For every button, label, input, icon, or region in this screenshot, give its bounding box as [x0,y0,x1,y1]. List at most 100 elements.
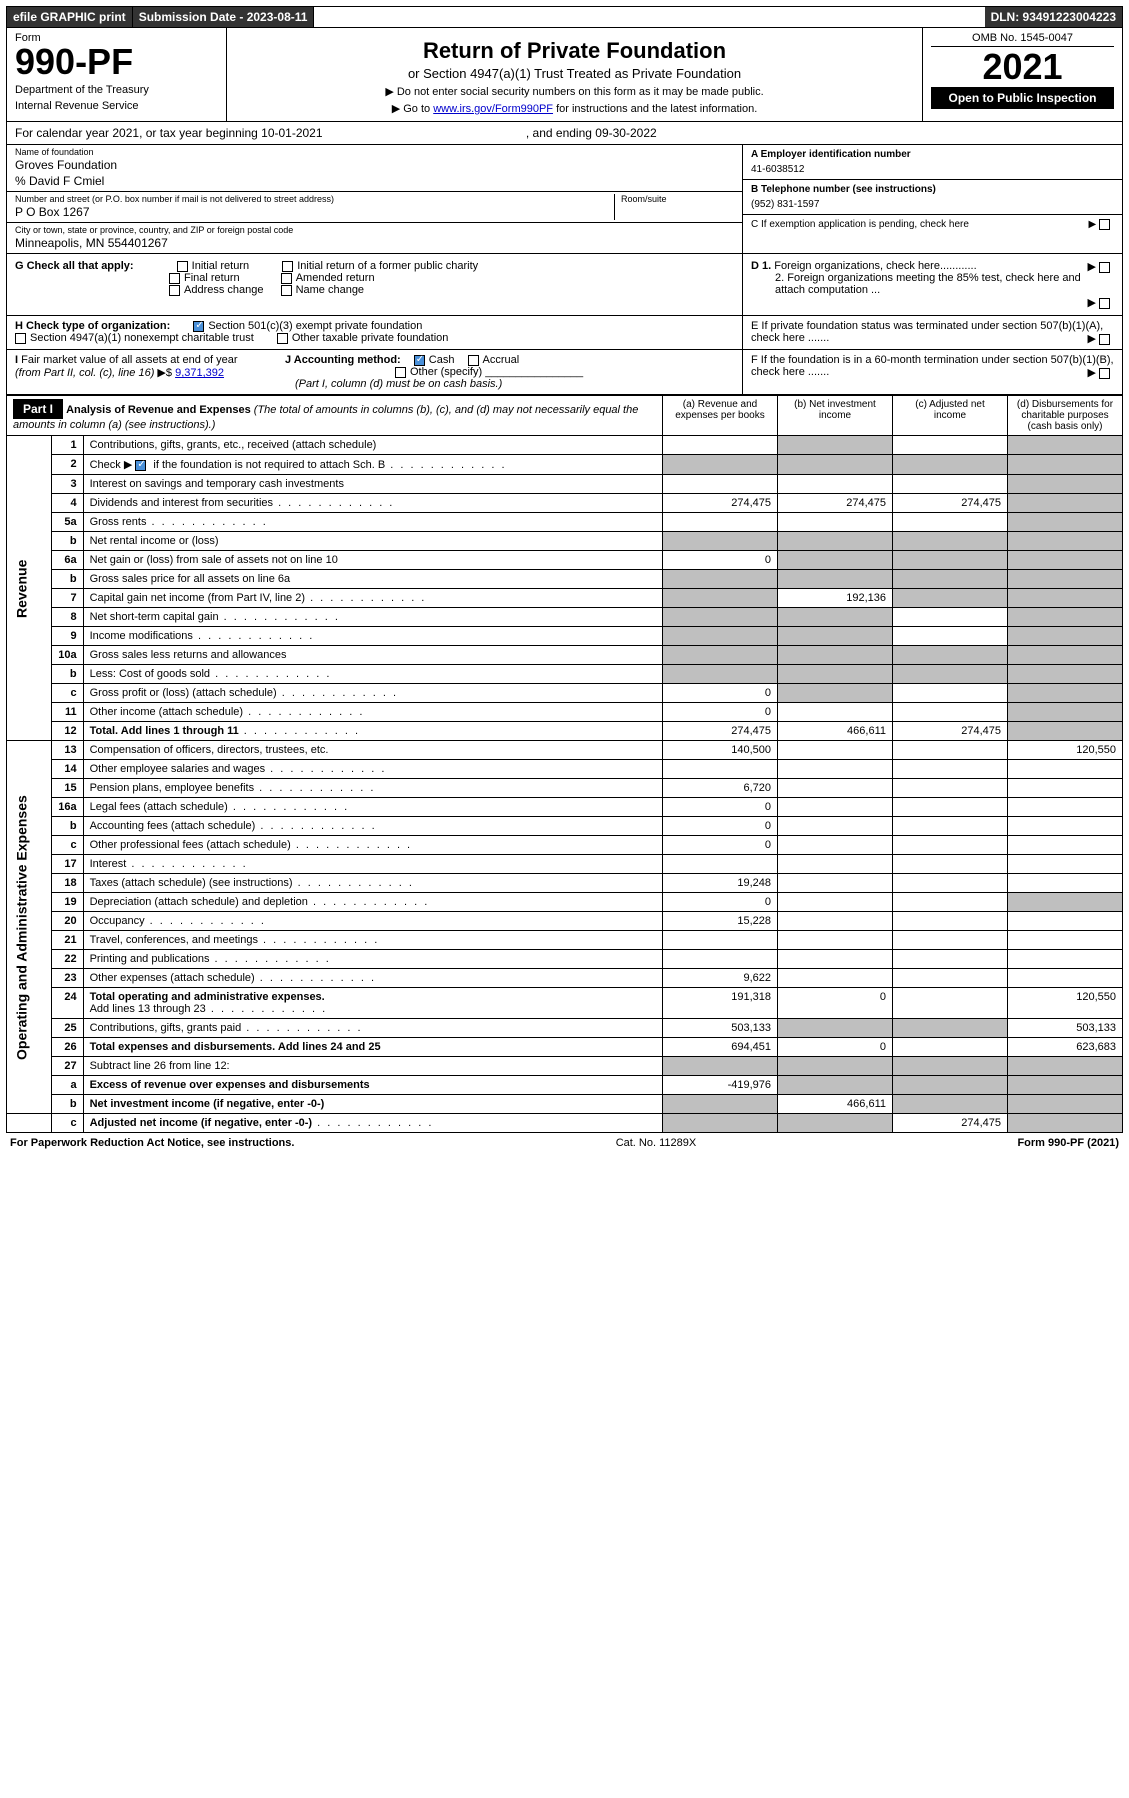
row-21: Travel, conferences, and meetings [83,931,662,950]
row-27: Subtract line 26 from line 12: [83,1057,662,1076]
col-c-header: (c) Adjusted net income [893,396,1008,436]
open-to-public: Open to Public Inspection [931,87,1114,109]
form-header-right: OMB No. 1545-0047 2021 Open to Public In… [922,28,1122,121]
city-label: City or town, state or province, country… [15,225,734,235]
ein-label: A Employer identification number [751,149,911,160]
row-16a: Legal fees (attach schedule) [83,798,662,817]
footer: For Paperwork Reduction Act Notice, see … [6,1133,1123,1149]
row-27a: Excess of revenue over expenses and disb… [83,1076,662,1095]
row-5a: Gross rents [83,513,662,532]
part1-table: Part I Analysis of Revenue and Expenses … [6,395,1123,1133]
form-header: Form 990-PF Department of the Treasury I… [6,28,1123,122]
row-14: Other employee salaries and wages [83,760,662,779]
form-header-center: Return of Private Foundation or Section … [227,28,922,121]
amended-checkbox[interactable] [281,273,292,284]
j-label: J Accounting method: [285,354,401,366]
phone-label: B Telephone number (see instructions) [751,184,936,195]
accrual-checkbox[interactable] [468,355,479,366]
dept-treasury: Department of the Treasury [15,84,218,96]
f-checkbox[interactable] [1099,368,1110,379]
h-label: H Check type of organization: [15,320,170,332]
d2-checkbox[interactable] [1099,298,1110,309]
other-method-checkbox[interactable] [395,367,406,378]
irs-label: Internal Revenue Service [15,100,218,112]
g-label: G Check all that apply: [15,260,134,272]
col-a-header: (a) Revenue and expenses per books [663,396,778,436]
top-bar: efile GRAPHIC print Submission Date - 20… [6,6,1123,28]
row-17: Interest [83,855,662,874]
row-22: Printing and publications [83,950,662,969]
omb-number: OMB No. 1545-0047 [931,32,1114,47]
row-10c: Gross profit or (loss) (attach schedule) [83,684,662,703]
tax-year: 2021 [931,49,1114,85]
c-checkbox[interactable] [1099,219,1110,230]
d1-checkbox[interactable] [1099,262,1110,273]
efile-badge: efile GRAPHIC print [7,7,133,27]
g-d-section: G Check all that apply: Initial return I… [6,254,1123,316]
e-checkbox[interactable] [1099,334,1110,345]
f-label: F If the foundation is in a 60-month ter… [751,354,1114,378]
row-24: Total operating and administrative expen… [83,988,662,1019]
foundation-name: Groves Foundation [15,157,734,173]
street-address: P O Box 1267 [15,204,614,220]
row-12: Total. Add lines 1 through 11 [83,722,662,741]
s4947-checkbox[interactable] [15,333,26,344]
footer-left: For Paperwork Reduction Act Notice, see … [10,1137,294,1149]
footer-center: Cat. No. 11289X [616,1137,697,1149]
final-return-checkbox[interactable] [169,273,180,284]
schb-checkbox[interactable] [135,460,146,471]
cash-checkbox[interactable] [414,355,425,366]
footer-right: Form 990-PF (2021) [1017,1137,1119,1149]
instructions-link[interactable]: www.irs.gov/Form990PF [433,103,553,115]
d2-label: 2. Foreign organizations meeting the 85%… [751,272,1114,296]
dln: DLN: 93491223004223 [985,7,1122,27]
row-10b: Less: Cost of goods sold [83,665,662,684]
initial-return-checkbox[interactable] [177,261,188,272]
s501-checkbox[interactable] [193,321,204,332]
part1-title: Analysis of Revenue and Expenses [66,404,251,416]
fmv-value[interactable]: 9,371,392 [175,367,224,379]
initial-former-checkbox[interactable] [282,261,293,272]
city-state-zip: Minneapolis, MN 554401267 [15,235,734,251]
row-16c: Other professional fees (attach schedule… [83,836,662,855]
calendar-year-row: For calendar year 2021, or tax year begi… [6,122,1123,145]
row-18: Taxes (attach schedule) (see instruction… [83,874,662,893]
room-label: Room/suite [621,194,734,204]
row-27c: Adjusted net income (if negative, enter … [83,1114,662,1133]
phone-value: (952) 831-1597 [751,195,1114,210]
form-number: 990-PF [15,44,218,80]
e-label: E If private foundation status was termi… [751,320,1103,344]
form-subtitle: or Section 4947(a)(1) Trust Treated as P… [237,66,912,81]
row-10a: Gross sales less returns and allowances [83,646,662,665]
row-26: Total expenses and disbursements. Add li… [83,1038,662,1057]
form-title: Return of Private Foundation [237,38,912,64]
row-6b: Gross sales price for all assets on line… [83,570,662,589]
form-note1: ▶ Do not enter social security numbers o… [237,85,912,98]
row-25: Contributions, gifts, grants paid [83,1019,662,1038]
row-6a: Net gain or (loss) from sale of assets n… [83,551,662,570]
d1-label: D 1. Foreign organizations, check here..… [751,260,1114,272]
revenue-side-label: Revenue [7,436,52,741]
row-7: Capital gain net income (from Part IV, l… [83,589,662,608]
ein-value: 41-6038512 [751,160,1114,175]
name-label: Name of foundation [15,147,734,157]
care-of: % David F Cmiel [15,173,734,189]
ij-f-section: I Fair market value of all assets at end… [6,350,1123,395]
submission-date: Submission Date - 2023-08-11 [133,7,315,27]
name-change-checkbox[interactable] [281,285,292,296]
row-3: Interest on savings and temporary cash i… [83,475,662,494]
row-23: Other expenses (attach schedule) [83,969,662,988]
h-e-section: H Check type of organization: Section 50… [6,316,1123,350]
row-15: Pension plans, employee benefits [83,779,662,798]
col-b-header: (b) Net investment income [778,396,893,436]
j-note: (Part I, column (d) must be on cash basi… [295,378,502,390]
row-16b: Accounting fees (attach schedule) [83,817,662,836]
row-8: Net short-term capital gain [83,608,662,627]
addr-change-checkbox[interactable] [169,285,180,296]
col-d-header: (d) Disbursements for charitable purpose… [1008,396,1123,436]
row-13: Compensation of officers, directors, tru… [83,741,662,760]
other-taxable-checkbox[interactable] [277,333,288,344]
row-27b: Net investment income (if negative, ente… [83,1095,662,1114]
row-1: Contributions, gifts, grants, etc., rece… [83,436,662,455]
row-4: Dividends and interest from securities [83,494,662,513]
